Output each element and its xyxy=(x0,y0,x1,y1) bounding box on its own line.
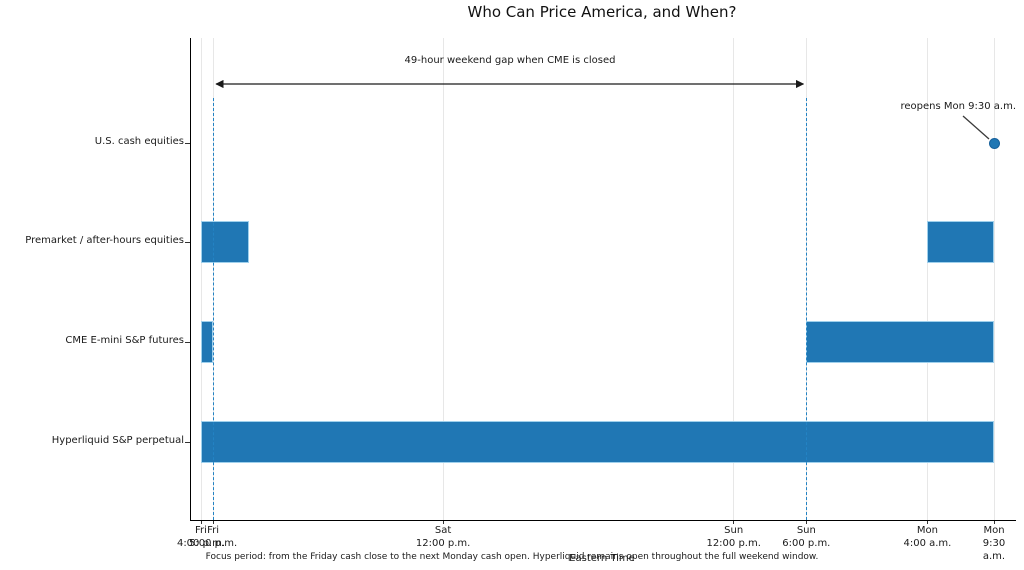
timeline-bar xyxy=(201,421,994,463)
x-tick-mark xyxy=(442,520,444,524)
x-gridline xyxy=(442,38,444,520)
y-tick-label-2: Premarket / after-hours equities xyxy=(25,235,184,246)
x-tick-mark xyxy=(805,520,807,524)
chart-footer-note: Focus period: from the Friday cash close… xyxy=(205,552,819,562)
y-tick-mark xyxy=(185,242,190,243)
x-tick-mark xyxy=(200,520,202,524)
x-gridline xyxy=(926,38,928,520)
reopen-marker-dot xyxy=(988,137,1000,149)
x-tick-label: Sun 12:00 p.m. xyxy=(706,525,761,549)
y-tick-mark xyxy=(185,143,190,144)
x-tick-mark xyxy=(993,520,995,524)
x-tick-label: Sat 12:00 p.m. xyxy=(415,525,471,549)
gap-span-label: 49-hour weekend gap when CME is closed xyxy=(404,55,616,66)
x-axis-label: Eastern Time xyxy=(569,553,635,564)
timeline-bar xyxy=(927,221,994,263)
y-tick-label-3: CME E-mini S&P futures xyxy=(65,335,184,346)
x-tick-label: Mon 9:30 a.m. xyxy=(982,525,1006,562)
y-tick-label-1: U.S. cash equities xyxy=(94,136,184,147)
cme-reference-line xyxy=(212,98,214,520)
timeline-bar xyxy=(201,321,214,363)
y-tick-label-4: Hyperliquid S&P perpetual xyxy=(51,435,184,446)
x-axis-line xyxy=(190,520,1016,521)
timeline-bar xyxy=(201,221,250,263)
x-gridline xyxy=(993,38,995,520)
x-tick-label: Sun 6:00 p.m. xyxy=(782,525,831,549)
chart-title: Who Can Price America, and When? xyxy=(467,3,737,21)
x-tick-label: Fri 5:00 p.m. xyxy=(189,525,238,549)
x-tick-mark xyxy=(926,520,928,524)
x-tick-mark xyxy=(212,520,214,524)
y-tick-mark xyxy=(185,342,190,343)
timeline-bar xyxy=(806,321,994,363)
y-axis-line xyxy=(190,38,191,520)
x-gridline xyxy=(200,38,202,520)
x-gridline xyxy=(733,38,735,520)
x-tick-label: Fri 4:00 p.m. xyxy=(176,525,226,549)
reopen-annotation-line xyxy=(962,115,990,140)
x-tick-label: Mon 4:00 a.m. xyxy=(903,525,952,549)
reopen-annotation-label: reopens Mon 9:30 a.m. xyxy=(900,101,1016,112)
cme-reference-line xyxy=(805,98,807,520)
x-tick-mark xyxy=(733,520,735,524)
y-tick-mark xyxy=(185,442,190,443)
